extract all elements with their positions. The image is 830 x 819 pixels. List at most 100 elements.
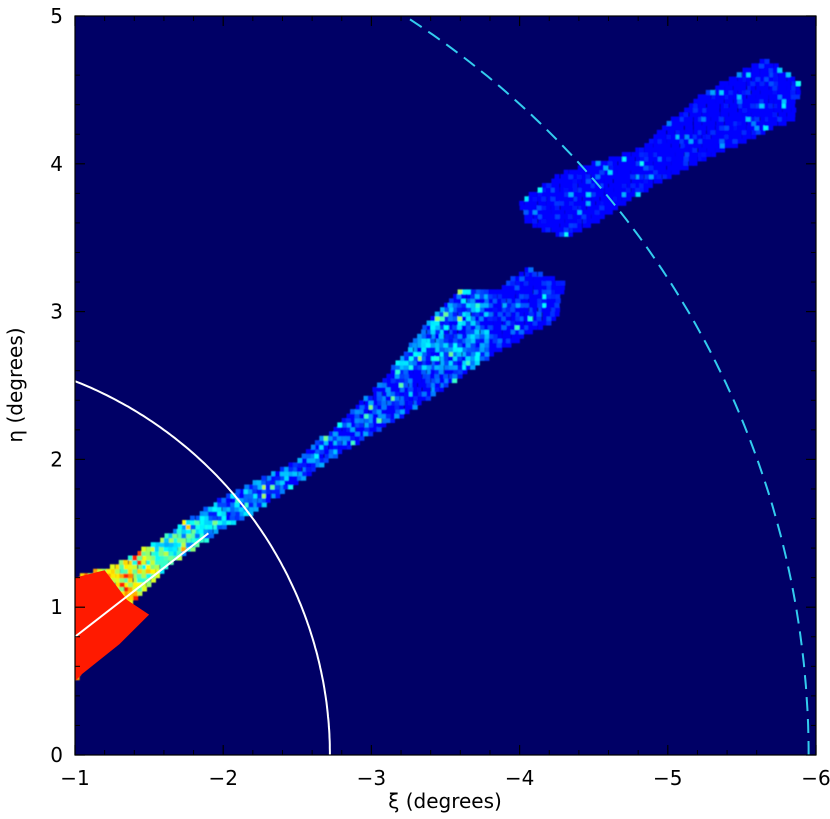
density-cell <box>461 329 467 335</box>
density-cell <box>342 426 348 432</box>
density-cell <box>648 178 653 184</box>
density-cell <box>750 85 756 91</box>
density-cell <box>528 276 534 282</box>
density-cell <box>154 564 160 570</box>
density-cell <box>190 546 196 552</box>
density-cell <box>751 76 757 82</box>
density-cell <box>430 329 436 335</box>
density-cell <box>764 58 770 64</box>
density-cell <box>449 373 454 379</box>
density-cell <box>697 107 703 113</box>
density-cell <box>643 160 649 166</box>
density-cell <box>466 329 471 335</box>
density-cell <box>551 178 557 184</box>
density-cell <box>431 333 437 339</box>
density-cell <box>501 298 507 304</box>
density-cell <box>670 134 676 140</box>
density-cell <box>137 590 143 596</box>
density-cell <box>137 555 143 561</box>
density-cell <box>661 169 667 175</box>
density-cell <box>768 125 774 131</box>
density-cell <box>527 329 533 335</box>
density-cell <box>711 112 717 118</box>
density-cell <box>359 418 365 423</box>
density-cell <box>221 524 227 530</box>
density-cell <box>110 573 116 579</box>
density-cell <box>417 364 423 370</box>
density-cell <box>790 76 796 82</box>
density-cell <box>711 143 716 149</box>
density-cell <box>621 178 627 184</box>
density-cell <box>675 160 680 166</box>
density-cell <box>435 351 441 357</box>
density-cell <box>372 387 378 392</box>
density-cell <box>439 373 445 379</box>
density-cell <box>342 440 348 446</box>
density-cell <box>336 440 342 446</box>
density-cell <box>403 369 409 375</box>
density-cell <box>256 502 262 508</box>
density-cell <box>532 200 538 206</box>
density-cell <box>471 351 476 357</box>
density-cell <box>737 116 743 122</box>
density-cell <box>127 555 133 561</box>
density-cell <box>425 387 431 392</box>
density-cell <box>541 196 547 202</box>
density-cell <box>568 218 574 224</box>
density-cell <box>536 205 542 211</box>
density-cell <box>528 298 534 304</box>
density-cell <box>586 196 592 202</box>
density-cell <box>795 85 801 91</box>
density-cell <box>759 81 765 86</box>
density-cell <box>674 125 680 131</box>
density-cell <box>572 187 578 193</box>
density-cell <box>203 506 209 512</box>
density-cell <box>755 81 761 86</box>
density-cell <box>480 351 486 357</box>
density-cell <box>462 364 468 370</box>
density-cell <box>439 351 445 357</box>
density-cell <box>625 191 631 197</box>
density-cell <box>773 98 779 104</box>
density-cell <box>523 209 529 215</box>
density-cell <box>630 156 635 162</box>
density-cell <box>382 378 388 384</box>
density-cell <box>186 524 191 530</box>
density-cell <box>551 280 557 286</box>
density-cell <box>719 134 725 140</box>
density-cell <box>434 355 440 361</box>
density-cell <box>391 364 397 370</box>
density-cell <box>715 116 721 122</box>
density-cell <box>399 378 405 384</box>
density-cell <box>519 293 525 299</box>
density-cell <box>528 191 534 197</box>
density-cell <box>474 360 480 366</box>
density-cell <box>750 103 756 109</box>
density-cell <box>546 222 552 228</box>
density-cell <box>710 89 716 95</box>
density-cell <box>280 466 285 472</box>
density-cell <box>591 196 597 202</box>
density-cell <box>572 218 578 224</box>
density-cell <box>123 559 129 565</box>
density-cell <box>733 94 739 100</box>
density-cell <box>324 453 330 459</box>
density-cell <box>492 293 498 299</box>
density-cell <box>560 205 566 211</box>
density-cell <box>497 320 503 326</box>
density-cell <box>350 409 356 415</box>
density-cell <box>336 426 342 432</box>
density-cell <box>577 187 583 193</box>
density-cell <box>377 387 383 392</box>
density-cell <box>786 116 792 122</box>
density-cell <box>741 103 747 109</box>
density-cell <box>462 311 468 317</box>
density-cell <box>412 373 418 379</box>
density-cell <box>537 293 543 299</box>
density-cell <box>754 63 760 69</box>
density-cell <box>563 227 569 233</box>
density-cell <box>506 338 512 344</box>
density-cell <box>790 98 796 104</box>
density-cell <box>163 559 169 565</box>
density-cell <box>186 528 191 534</box>
